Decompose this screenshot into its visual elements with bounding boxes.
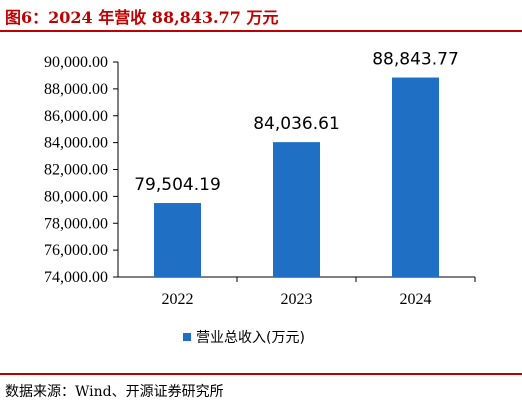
bar (273, 142, 320, 277)
figure-title: 图6：2024 年营收 88,843.77 万元 (5, 8, 279, 27)
y-tick-label: 78,000.00 (44, 215, 108, 232)
x-tick-label: 2024 (400, 291, 432, 308)
data-label: 79,504.19 (134, 175, 221, 195)
y-tick-label: 80,000.00 (44, 188, 108, 205)
bar (154, 203, 201, 277)
y-tick-label: 84,000.00 (44, 135, 108, 152)
legend-label: 营业总收入(万元) (196, 330, 305, 346)
y-tick-label: 82,000.00 (44, 162, 108, 179)
y-tick-label: 86,000.00 (44, 108, 108, 125)
y-tick-label: 88,000.00 (44, 81, 108, 98)
legend-swatch (183, 333, 191, 341)
x-tick-label: 2023 (281, 291, 313, 308)
y-tick-label: 90,000.00 (44, 54, 108, 71)
y-tick-label: 76,000.00 (44, 242, 108, 259)
data-label: 88,843.77 (372, 50, 459, 70)
source-note: 数据来源：Wind、开源证券研究所 (5, 384, 224, 400)
x-tick-label: 2022 (162, 291, 194, 308)
source-divider (0, 373, 522, 375)
data-label: 84,036.61 (253, 114, 340, 134)
bar (392, 77, 439, 278)
y-tick-label: 74,000.00 (44, 269, 108, 286)
title-divider (0, 30, 522, 32)
